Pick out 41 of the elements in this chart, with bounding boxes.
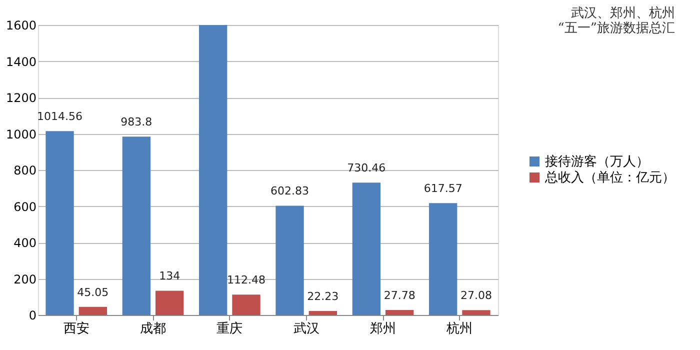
x-tick-label: 杭州 [446,322,473,336]
bar [308,310,337,315]
bar [385,310,414,315]
bar [462,310,490,315]
bar [199,25,228,315]
bar [155,290,184,315]
data-label: 602.83 [270,184,310,198]
y-tick-label: 200 [14,272,36,286]
y-tick-label: 0 [28,308,36,322]
text: 武汉、郑州、杭州 “五一”旅游数据总汇 [558,6,675,36]
bar [352,182,381,315]
x-tick-label: 武汉 [293,322,320,336]
data-label: 617.57 [424,182,462,196]
x-tick-label: 郑州 [370,322,396,336]
legend-label: 接待游客（万人） [545,154,649,170]
y-tick-label: 800 [14,164,36,178]
y-tick-label: 400 [14,236,36,250]
data-label: 1014.56 [37,110,83,124]
x-tick-label: 西安 [63,320,90,336]
bar [429,203,458,315]
y-tick-label: 1400 [6,54,36,69]
y-tick-label: 1000 [6,127,36,142]
bar [46,131,74,315]
data-label: 730.46 [347,162,386,175]
y-tick-label: 1600 [6,18,36,32]
bar [78,306,107,315]
x-tick-label: 重庆 [216,322,243,336]
data-label: 983.8 [120,116,152,129]
data-label: 45.05 [77,286,109,299]
y-tick-label: 1200 [6,91,36,105]
bar [232,294,260,315]
data-label: 112.48 [226,274,266,287]
bar [276,206,304,315]
data-label: 27.08 [460,289,492,302]
y-tick-label: 600 [14,200,36,214]
legend-label: 总收入（单位：亿元） [544,170,675,186]
bar [122,136,151,315]
x-tick-label: 成都 [140,322,166,336]
data-label: 27.78 [384,288,416,302]
data-label: 134 [159,270,180,283]
data-label: 22.23 [307,290,339,303]
